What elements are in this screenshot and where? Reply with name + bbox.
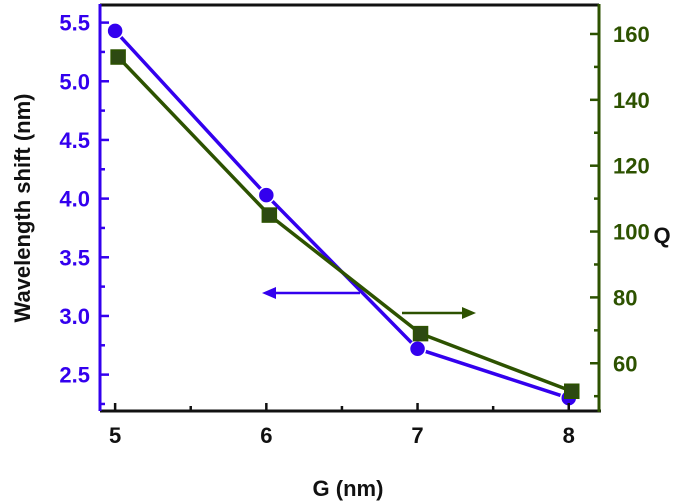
circle-marker <box>408 340 427 358</box>
x-tick-label: 8 <box>563 423 575 448</box>
left-y-tick-label: 5.0 <box>59 69 90 94</box>
left-arrow-head-icon <box>262 287 276 299</box>
x-tick-label: 5 <box>109 423 121 448</box>
right-y-tick-label: 80 <box>613 285 637 310</box>
left-y-tick-label: 3.0 <box>59 304 90 329</box>
x-tick-label: 7 <box>411 423 423 448</box>
left-y-tick-label: 5.5 <box>59 11 90 36</box>
right-y-tick-label: 160 <box>613 22 650 47</box>
plot-frame <box>98 3 601 413</box>
square-marker <box>261 207 278 223</box>
circle-marker <box>257 186 276 204</box>
square-marker <box>412 325 429 342</box>
right-y-tick-label: 60 <box>613 351 637 376</box>
tick-layer: 5 6 7 8 2.5 3.0 3.5 4.0 4.5 5.0 5.5 60 80 100 120 140 16… <box>59 11 649 448</box>
right-y-tick-label: 100 <box>613 220 650 245</box>
square-marker <box>110 49 126 65</box>
left-y-tick-label: 3.5 <box>59 245 90 270</box>
y-axis-title: Wavelength shift (nm) <box>10 94 35 323</box>
circle-marker <box>106 22 124 40</box>
series-layer <box>106 22 580 407</box>
x-axis-title: G (nm) <box>313 476 384 501</box>
axis-indicator-arrows <box>262 287 476 319</box>
square-marker <box>564 383 580 399</box>
right-arrow-head-icon <box>462 307 476 319</box>
left-y-tick-label: 4.0 <box>59 187 90 212</box>
x-tick-label: 6 <box>260 423 272 448</box>
right-y-tick-label: 140 <box>613 88 650 113</box>
y2-axis-title: Q <box>653 223 670 248</box>
left-y-tick-label: 4.5 <box>59 128 90 153</box>
series-line-wavelength-shift <box>113 29 570 400</box>
series-line-q <box>116 55 573 393</box>
right-y-tick-label: 120 <box>613 154 650 179</box>
left-y-tick-label: 2.5 <box>59 363 90 388</box>
